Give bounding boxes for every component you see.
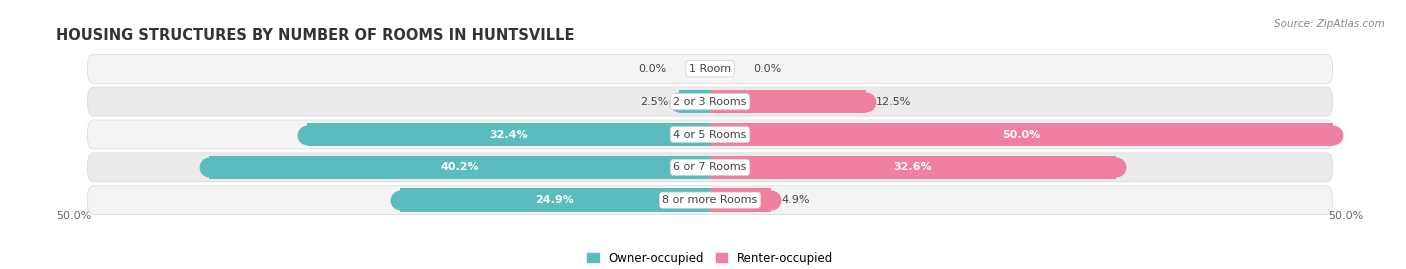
Text: HOUSING STRUCTURES BY NUMBER OF ROOMS IN HUNTSVILLE: HOUSING STRUCTURES BY NUMBER OF ROOMS IN…: [56, 28, 575, 43]
Text: 6 or 7 Rooms: 6 or 7 Rooms: [673, 162, 747, 172]
Text: 2.5%: 2.5%: [641, 97, 669, 107]
Text: 4 or 5 Rooms: 4 or 5 Rooms: [673, 129, 747, 140]
Text: 50.0%: 50.0%: [1329, 211, 1364, 221]
Text: 2 or 3 Rooms: 2 or 3 Rooms: [673, 97, 747, 107]
Bar: [710, 155, 1116, 179]
Bar: [399, 188, 710, 212]
Text: 12.5%: 12.5%: [876, 97, 911, 107]
Bar: [307, 123, 710, 146]
Text: 50.0%: 50.0%: [1002, 129, 1040, 140]
FancyBboxPatch shape: [87, 120, 1333, 149]
Text: 0.0%: 0.0%: [638, 64, 666, 74]
Legend: Owner-occupied, Renter-occupied: Owner-occupied, Renter-occupied: [582, 247, 838, 269]
Bar: [679, 90, 710, 114]
Text: Source: ZipAtlas.com: Source: ZipAtlas.com: [1274, 19, 1385, 29]
FancyBboxPatch shape: [87, 87, 1333, 116]
FancyBboxPatch shape: [87, 186, 1333, 215]
Text: 32.6%: 32.6%: [894, 162, 932, 172]
Text: 4.9%: 4.9%: [780, 195, 810, 205]
Text: 0.0%: 0.0%: [754, 64, 782, 74]
Text: 8 or more Rooms: 8 or more Rooms: [662, 195, 758, 205]
Text: 1 Room: 1 Room: [689, 64, 731, 74]
Bar: [710, 90, 866, 114]
Bar: [710, 123, 1333, 146]
FancyBboxPatch shape: [87, 153, 1333, 182]
Text: 50.0%: 50.0%: [56, 211, 91, 221]
Text: 24.9%: 24.9%: [536, 195, 575, 205]
Text: 40.2%: 40.2%: [440, 162, 479, 172]
FancyBboxPatch shape: [87, 54, 1333, 83]
Bar: [209, 155, 710, 179]
Bar: [710, 188, 770, 212]
Text: 32.4%: 32.4%: [489, 129, 527, 140]
